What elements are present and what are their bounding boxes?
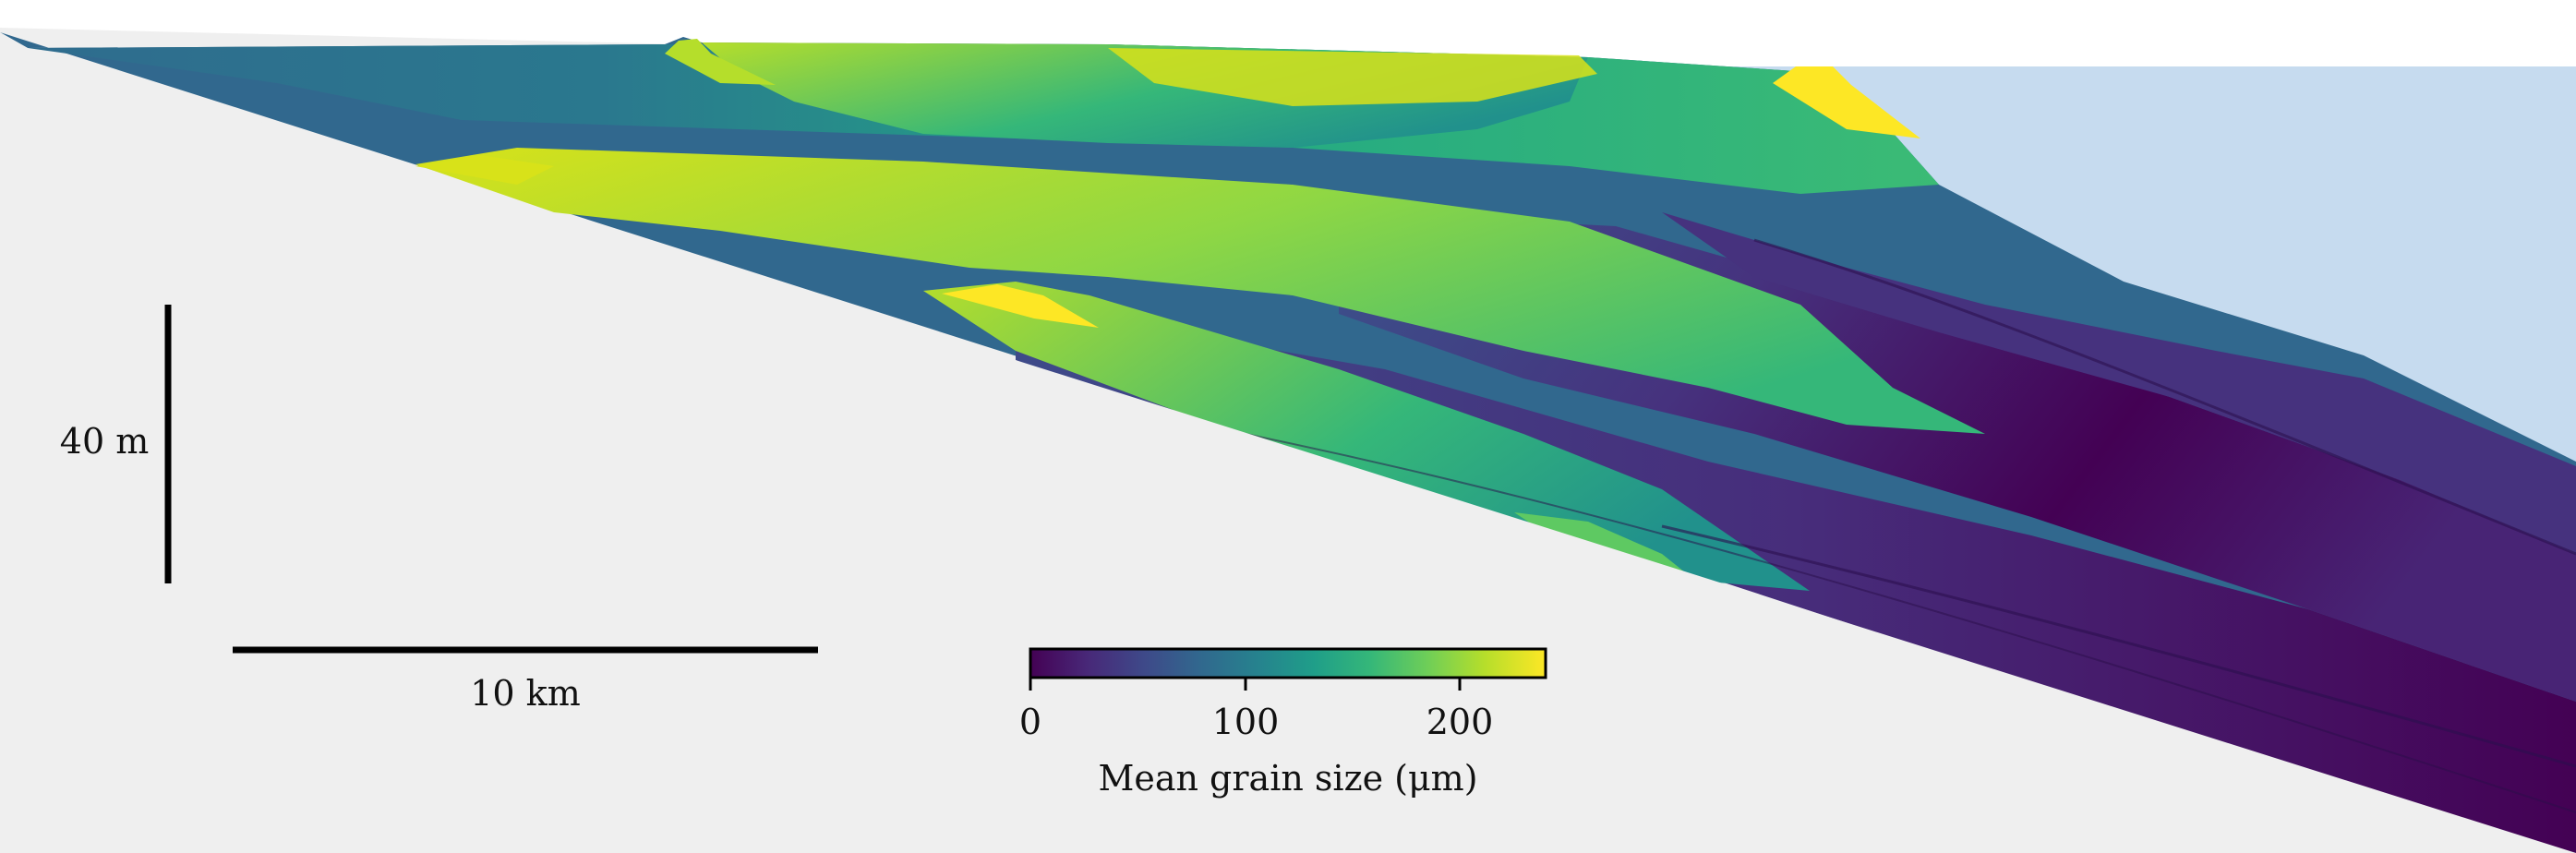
middle-shoreface-wedge [415, 148, 1985, 434]
ridge-strip-left [415, 155, 554, 185]
upper-coarse-top [1108, 48, 1597, 106]
sky-area [0, 0, 2576, 66]
beach-ridge-lower [942, 284, 1099, 328]
colorbar [1029, 647, 1547, 679]
beach-ridge-right [1773, 66, 1920, 138]
colorbar-label: Mean grain size (μm) [1098, 758, 1477, 799]
lamina-line-2 [1661, 524, 2576, 768]
lamina-line-1 [1753, 238, 2576, 556]
beach-ridge-left [665, 39, 776, 85]
colorbar-tick-label-200: 200 [1426, 702, 1494, 742]
vertical-scale-label: 40 m [60, 421, 149, 462]
horizontal-scale-label: 10 km [470, 673, 581, 714]
upper-fine-wedge [1662, 212, 2576, 554]
colorbar-tick-label-0: 0 [1019, 702, 1041, 742]
colorbar-tick-label-100: 100 [1212, 702, 1280, 742]
lamina-line-3 [1199, 424, 2576, 813]
